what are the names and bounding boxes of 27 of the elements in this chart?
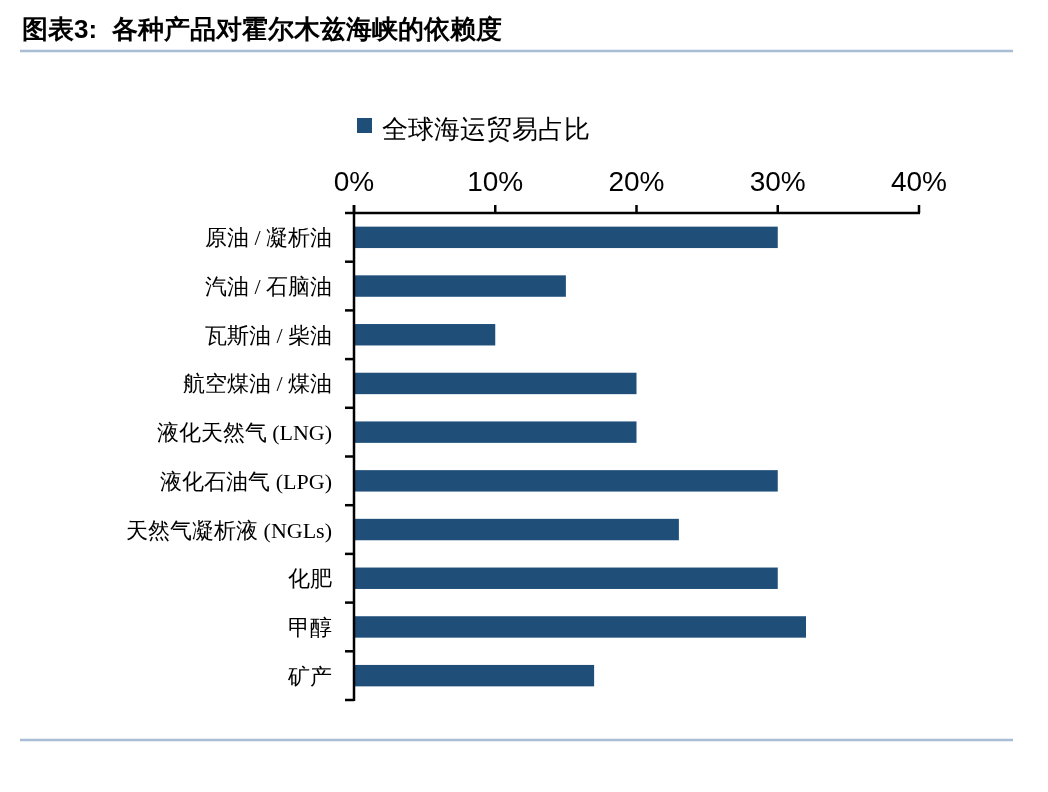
y-tick-label: 化肥 bbox=[288, 566, 332, 592]
y-tick-label: 液化石油气 (LPG) bbox=[160, 468, 332, 494]
bar bbox=[354, 616, 806, 638]
bar bbox=[354, 567, 778, 589]
y-tick-label: 汽油 / 石脑油 bbox=[204, 274, 332, 300]
y-tick-label: 天然气凝析液 (NGLs) bbox=[126, 517, 332, 543]
bar bbox=[354, 421, 637, 443]
y-tick-label: 航空煤油 / 煤油 bbox=[182, 371, 332, 397]
legend: 全球海运贸易占比 bbox=[357, 115, 590, 144]
bar bbox=[354, 324, 496, 346]
bar bbox=[354, 226, 778, 249]
x-tick-label: 40% bbox=[890, 166, 948, 197]
bar bbox=[354, 275, 566, 297]
x-tick-label: 0% bbox=[333, 166, 375, 197]
bar bbox=[354, 518, 679, 541]
chart-title: 图表3: 各种产品对霍尔木兹海峡的依赖度 bbox=[22, 14, 502, 44]
y-tick-label: 甲醇 bbox=[288, 614, 332, 640]
x-tick-label: 10% bbox=[467, 166, 524, 197]
y-tick-label: 瓦斯油 / 柴油 bbox=[204, 322, 332, 348]
y-tick-label: 原油 / 凝析油 bbox=[204, 225, 332, 251]
y-tick-label: 矿产 bbox=[287, 663, 332, 689]
bar bbox=[354, 664, 595, 687]
bar bbox=[354, 372, 637, 395]
bar bbox=[354, 470, 778, 492]
y-tick-label: 液化天然气 (LNG) bbox=[156, 420, 332, 446]
x-tick-label: 20% bbox=[608, 166, 665, 197]
x-tick-label: 30% bbox=[749, 166, 806, 197]
